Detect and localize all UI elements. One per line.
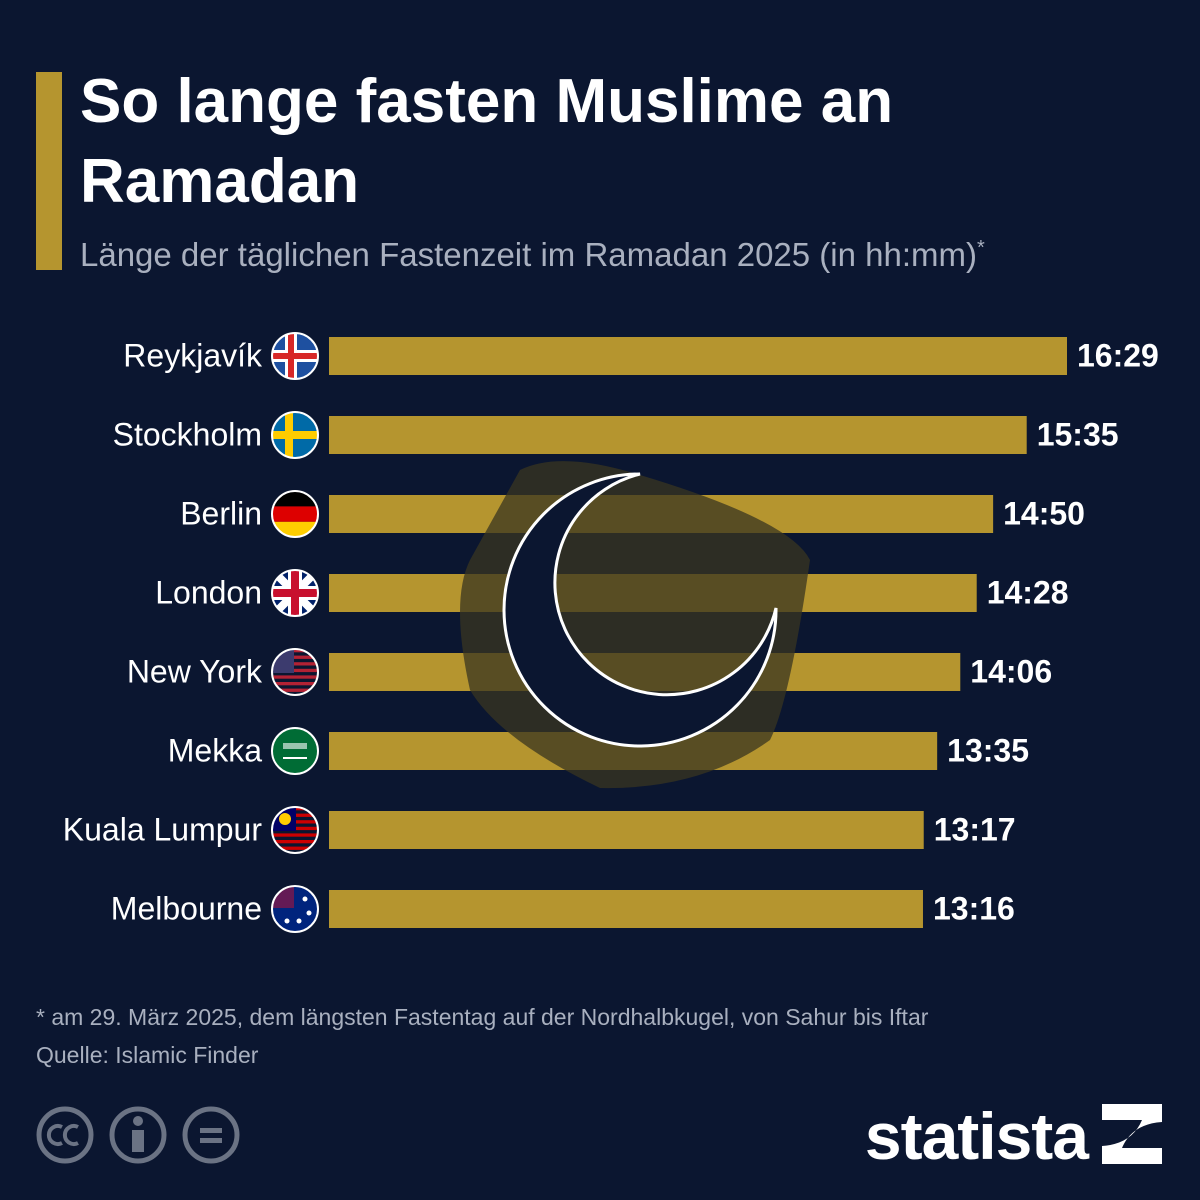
flag-ring [271,648,319,696]
flag [272,807,318,850]
flag [272,728,318,774]
bar [329,337,1067,375]
value-label: 13:35 [947,732,1029,768]
value-label: 16:29 [1077,337,1159,373]
flag-part [306,910,312,916]
flag-part [272,840,318,844]
brand: statista [864,1099,1089,1173]
flag-ring [271,885,319,933]
chart-title: So lange fasten Muslime an Ramadan [80,67,894,216]
flag-ring [271,411,319,459]
flag-part [272,506,318,522]
flag-part [272,589,318,597]
value-label: 14:06 [970,653,1052,689]
notes: * am 29. März 2025, dem längsten Fastent… [36,998,928,1074]
category-label: Melbourne [111,890,262,926]
flag-part [279,813,291,825]
flag-ring [271,569,319,617]
flag-part [284,918,290,924]
flag [272,570,318,616]
value-label: 14:28 [987,574,1069,610]
flag-part [272,682,318,686]
license-icons [36,1106,240,1164]
flag [272,333,318,379]
flag-part [272,668,318,673]
value-label: 15:35 [1037,416,1119,452]
flag-part [272,649,318,653]
bar [329,811,924,849]
category-label: Mekka [168,732,262,768]
flag-part [272,688,318,692]
footnote: * am 29. März 2025, dem längsten Fastent… [36,1004,929,1030]
flag-ring [271,806,319,854]
value-label: 13:17 [934,811,1016,847]
flag-part [302,896,308,902]
subtitle-block: Länge der täglichen Fastenzeit im Ramada… [80,236,985,274]
flag-part [296,918,302,924]
bar [329,416,1027,454]
moon-decoration [460,461,810,789]
flag-part [272,728,318,774]
flag-part [272,846,318,850]
subtitle-note: * [976,237,985,259]
category-label: Reykjavík [123,337,263,373]
value-label: 14:50 [1003,495,1085,531]
flag-part [272,655,318,659]
category-label: Kuala Lumpur [63,811,263,847]
category-label: London [155,574,262,610]
bar [329,890,923,928]
flag-part [283,743,307,749]
flag [272,412,318,458]
subtitle: Länge der täglichen Fastenzeit im Ramada… [80,236,977,273]
accent-bar [36,72,62,270]
flag-part [272,353,318,359]
flag-part [272,833,318,837]
source: Quelle: Islamic Finder [36,1042,259,1068]
flag-part [283,757,307,759]
flag-part [272,662,318,666]
flag-ring [271,490,319,538]
value-label: 13:16 [933,890,1015,926]
category-label: New York [127,653,263,689]
brand-mark [1102,1104,1162,1164]
flag-ring [271,727,319,775]
flag-part [272,675,318,679]
category-label: Berlin [180,495,262,531]
category-label: Stockholm [113,416,262,452]
flag [272,886,318,932]
flag-part [272,431,318,439]
flag-ring [271,332,319,380]
